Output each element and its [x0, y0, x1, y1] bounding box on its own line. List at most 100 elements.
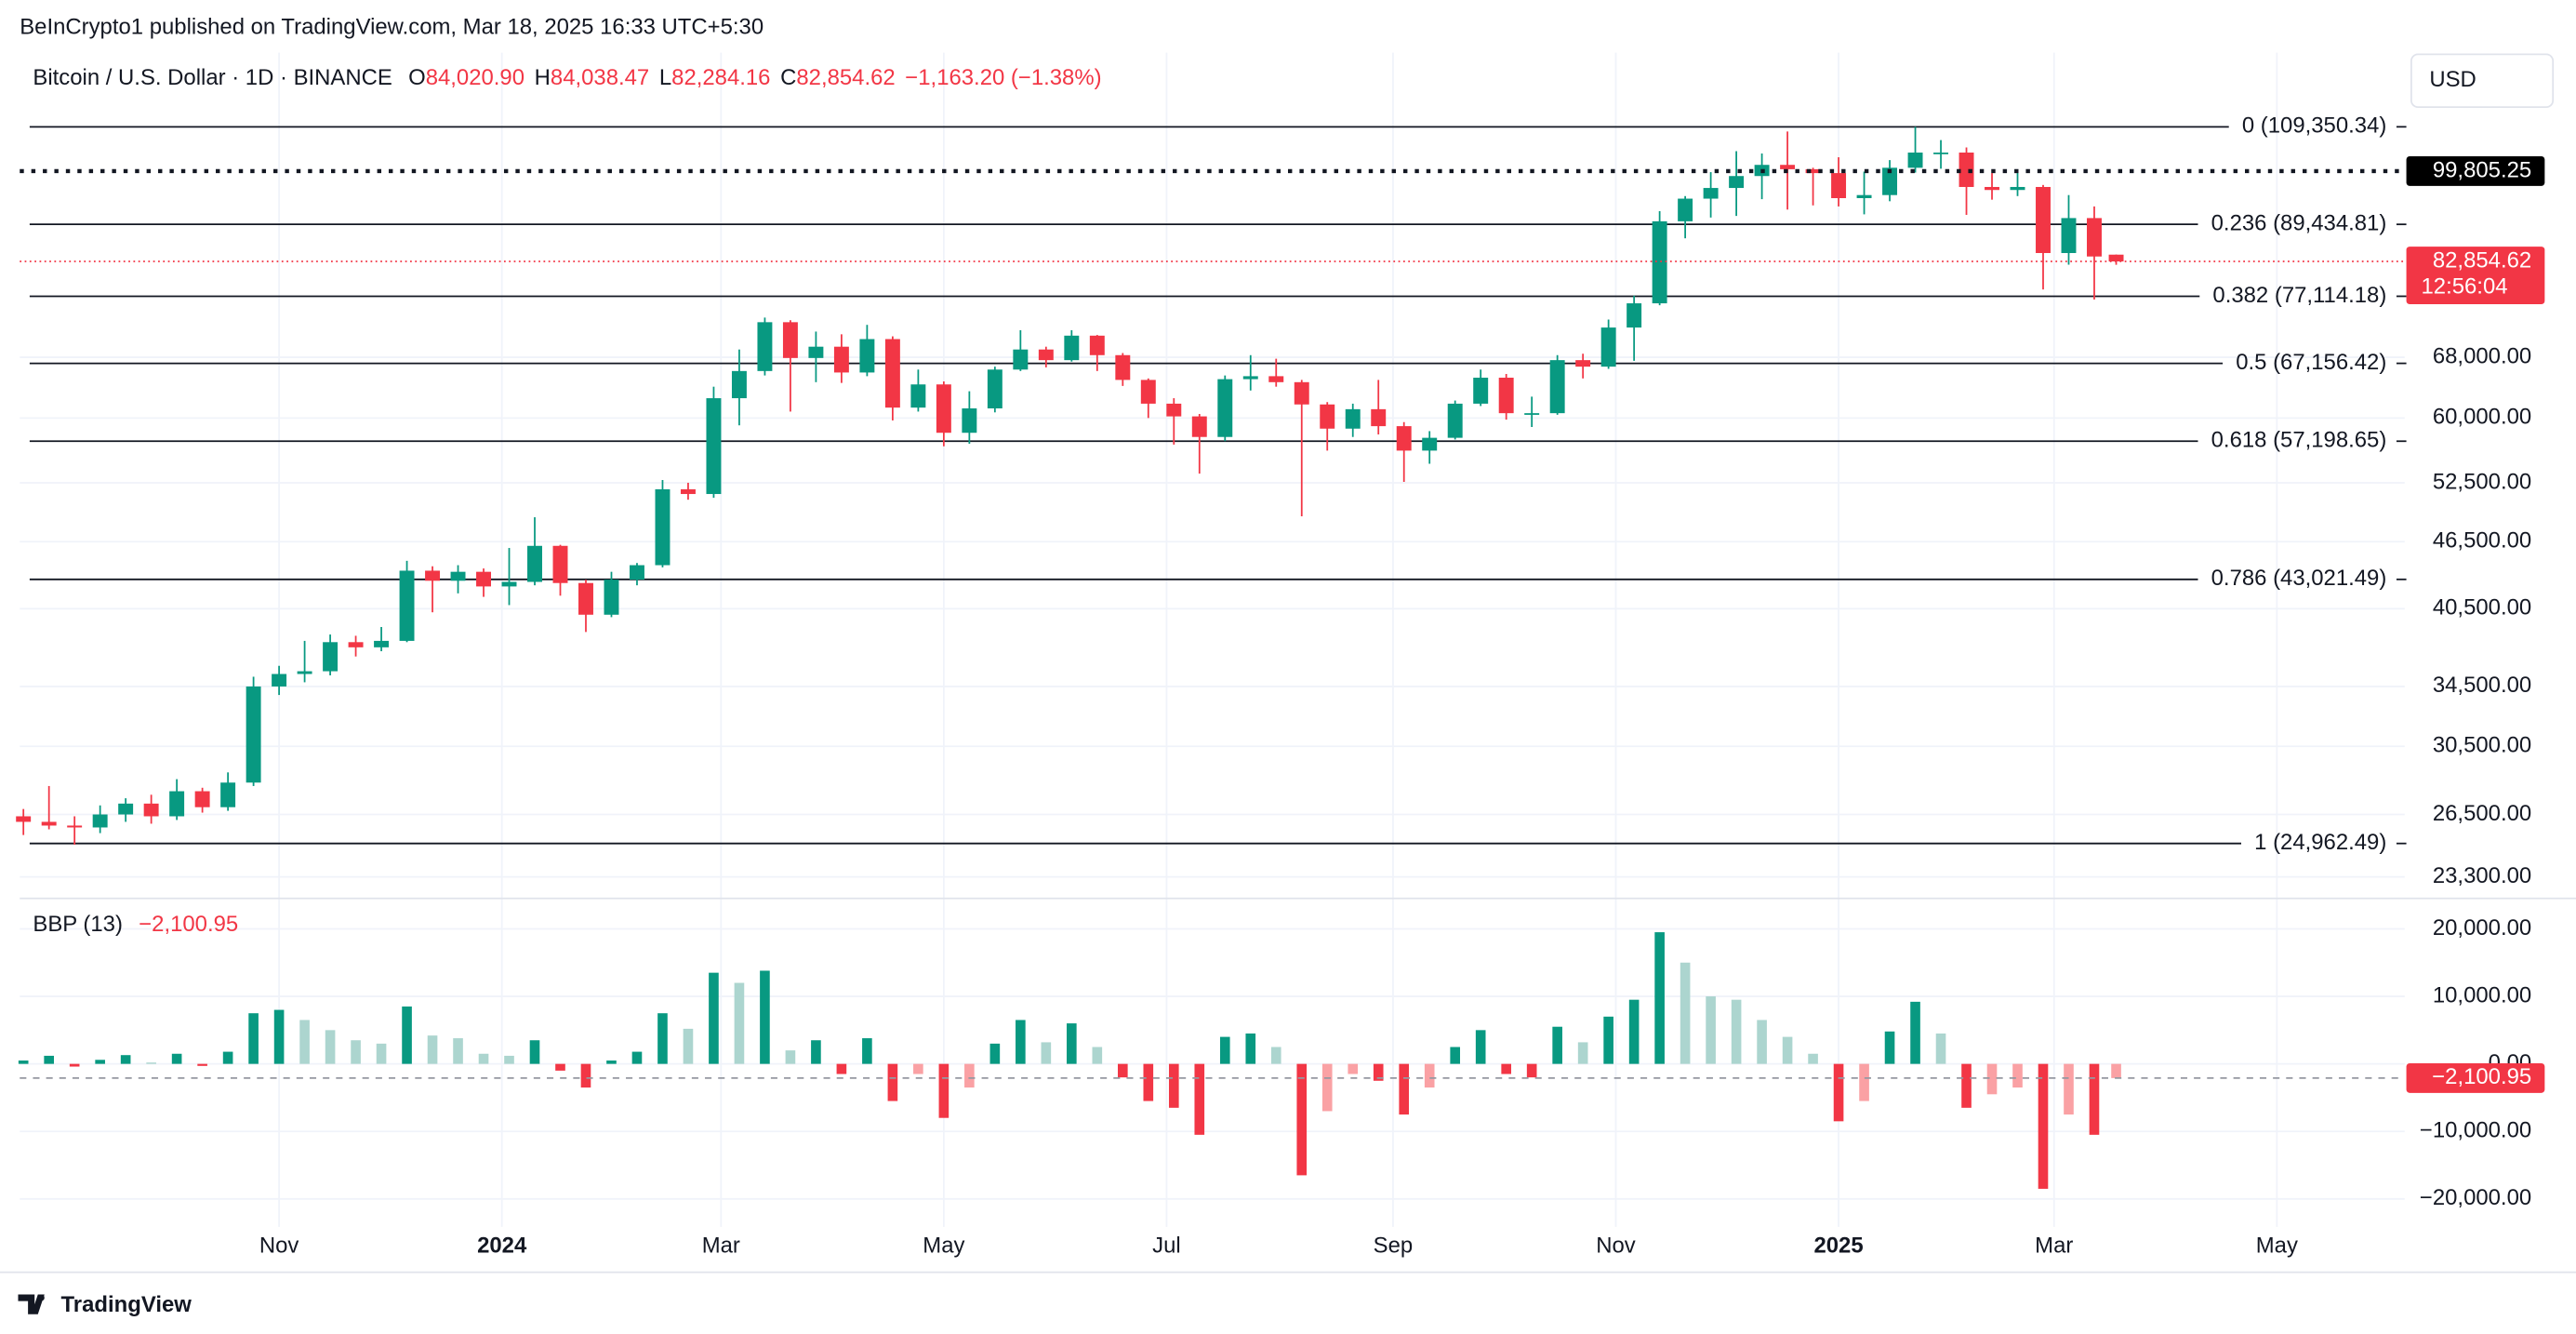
candle-body [630, 565, 644, 580]
indicator-bar [1706, 996, 1716, 1064]
candle-body [1166, 403, 1182, 417]
fib-label: 0.618 (57,198.65) [2211, 428, 2387, 453]
indicator-bar [1143, 1063, 1154, 1101]
candle-body [706, 398, 722, 495]
candle-body [782, 322, 798, 358]
indicator-bar [376, 1043, 387, 1064]
candle-body [1729, 176, 1745, 189]
indicator-bar [95, 1060, 105, 1064]
brand-name: TradingView [61, 1292, 193, 1317]
indicator-bar [273, 1009, 285, 1064]
indicator-bar [222, 1051, 233, 1064]
indicator-bar [734, 982, 745, 1064]
indicator-bar [1475, 1030, 1486, 1064]
indicator-bar [1731, 999, 1742, 1064]
candle-body [1191, 416, 1207, 437]
indicator-bar [2064, 1063, 2074, 1115]
candle-body [1447, 403, 1463, 438]
indicator-bar [606, 1061, 617, 1064]
indicator-bar [1935, 1033, 1946, 1064]
candle-body [833, 346, 849, 373]
indicator-bar [631, 1051, 643, 1064]
candle-body [16, 816, 32, 822]
indicator-bar [1219, 1036, 1230, 1064]
candle-body [1038, 349, 1054, 361]
candle-body [2087, 218, 2102, 257]
indicator-bar [1245, 1033, 1256, 1064]
last-price-label: 82,854.62 [2433, 247, 2531, 273]
candle-body [1882, 167, 1898, 195]
plot-area [16, 126, 2407, 1189]
indicator-bar [1067, 1023, 1077, 1064]
candle-body [425, 570, 441, 581]
currency-button[interactable] [2410, 53, 2555, 108]
fib-label: 0.5 (67,156.42) [2236, 350, 2386, 375]
indicator-bar [402, 1006, 412, 1064]
x-tick-label: Sep [1374, 1233, 1414, 1258]
y-tick-label: 68,000.00 [2433, 343, 2531, 368]
indicator-bar [1501, 1063, 1511, 1074]
candle-body [67, 825, 83, 828]
indicator-tick-label: −10,000.00 [2420, 1118, 2531, 1143]
indicator-bar [1654, 932, 1665, 1064]
indicator-bar [427, 1035, 438, 1064]
candle-body [552, 545, 568, 583]
symbol-name: Bitcoin / U.S. Dollar · 1D · BINANCE [33, 65, 392, 90]
candle-body [1115, 354, 1131, 380]
indicator-last-box [2406, 1062, 2545, 1093]
indicator-bar [1321, 1063, 1333, 1112]
indicator-bar [146, 1062, 156, 1064]
currency-button-label[interactable]: USD [2429, 67, 2476, 92]
candle-body [1627, 303, 1642, 328]
candle-body [1089, 335, 1105, 355]
indicator-bar [836, 1063, 847, 1074]
indicator-bar [1450, 1047, 1461, 1064]
indicator-bar [1986, 1063, 1998, 1095]
indicator-bar [351, 1040, 361, 1064]
indicator-bar [760, 970, 770, 1064]
y-tick-label: 46,500.00 [2433, 528, 2531, 554]
fib-label: 0.236 (89,434.81) [2211, 210, 2387, 235]
y-tick-label: 34,500.00 [2433, 673, 2531, 698]
indicator-bar [1782, 1036, 1793, 1064]
indicator-value: −2,100.95 [139, 912, 238, 937]
indicator-bar [2089, 1063, 2100, 1135]
brand-icon-dot [37, 1294, 45, 1301]
indicator-last-label: −2,100.95 [2432, 1064, 2531, 1089]
candle-body [1856, 194, 1872, 198]
indicator-bar [1399, 1063, 1410, 1115]
candle-body [1371, 408, 1387, 427]
candle-body [1422, 437, 1438, 451]
ohlc-value: 82,284.16 [671, 65, 770, 90]
price-line-label: 99,805.25 [2433, 157, 2531, 182]
indicator-bar [887, 1063, 898, 1101]
candle-body [1652, 220, 1667, 304]
candle-body [1524, 413, 1540, 415]
candle-body [143, 803, 159, 817]
candle-body [1345, 408, 1361, 429]
candle-body [1396, 426, 1412, 451]
indicator-bar [197, 1063, 207, 1066]
indicator-bar [453, 1038, 463, 1064]
ohlc-value: 82,854.62 [796, 65, 895, 90]
indicator-legend: BBP (13) −2,100.95 [33, 912, 238, 937]
candle-body [1678, 198, 1693, 221]
candle-body [1140, 380, 1156, 404]
indicator-bar [555, 1063, 565, 1071]
x-tick-label: 2024 [477, 1233, 527, 1258]
brand-logo: TradingView [18, 1292, 192, 1317]
indicator-bar [1552, 1026, 1562, 1064]
candle-body [501, 581, 517, 587]
x-tick-label: Nov [1596, 1233, 1636, 1258]
indicator-bar [1910, 1001, 1920, 1064]
indicator-bar [2012, 1063, 2023, 1088]
candle-body [118, 803, 134, 815]
candle-body [884, 339, 900, 408]
y-tick-label: 23,300.00 [2433, 863, 2531, 888]
candle-body [2108, 254, 2124, 262]
candle-body [1985, 186, 1999, 191]
symbol-legend: Bitcoin / U.S. Dollar · 1D · BINANCE O84… [33, 65, 1101, 90]
candle-body [757, 322, 773, 371]
indicator-bar [1117, 1063, 1128, 1078]
